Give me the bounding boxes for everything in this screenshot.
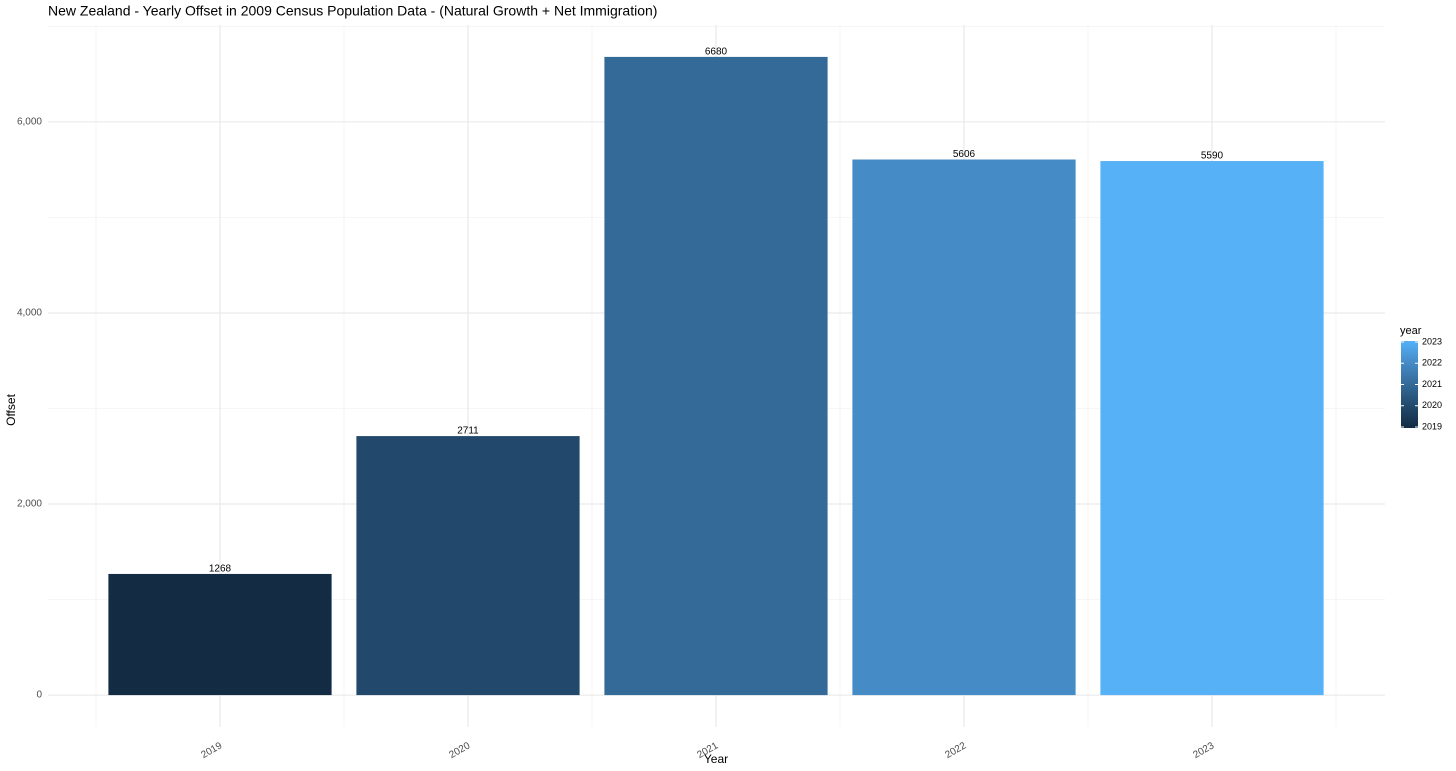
x-tick-label: 2020 bbox=[447, 740, 472, 761]
bar bbox=[852, 159, 1076, 696]
legend-label: 2020 bbox=[1422, 400, 1442, 410]
data-label: 6680 bbox=[705, 47, 728, 58]
bar bbox=[1100, 161, 1324, 696]
data-label: 5590 bbox=[1201, 151, 1224, 162]
legend-title: year bbox=[1400, 325, 1422, 337]
y-tick-label: 0 bbox=[36, 690, 42, 701]
legend-label: 2023 bbox=[1422, 336, 1442, 346]
x-tick-label: 2023 bbox=[1191, 740, 1216, 761]
y-tick-label: 6,000 bbox=[17, 117, 42, 128]
legend-label: 2019 bbox=[1422, 421, 1442, 431]
x-axis-title: Year bbox=[704, 752, 728, 766]
data-label: 2711 bbox=[457, 426, 479, 437]
chart-title: New Zealand - Yearly Offset in 2009 Cens… bbox=[48, 3, 657, 19]
data-label: 5606 bbox=[953, 149, 976, 160]
y-tick-label: 4,000 bbox=[17, 308, 42, 319]
bar bbox=[108, 573, 332, 696]
data-label: 1268 bbox=[209, 564, 232, 575]
bar bbox=[356, 436, 580, 696]
legend-label: 2021 bbox=[1422, 379, 1442, 389]
legend-colorbar bbox=[1401, 341, 1418, 428]
x-tick-label: 2019 bbox=[199, 740, 224, 761]
y-tick-label: 2,000 bbox=[17, 499, 42, 510]
legend-label: 2022 bbox=[1422, 358, 1442, 368]
bar bbox=[604, 56, 828, 696]
y-axis-title: Offset bbox=[4, 393, 18, 425]
x-tick-label: 2022 bbox=[943, 740, 968, 761]
